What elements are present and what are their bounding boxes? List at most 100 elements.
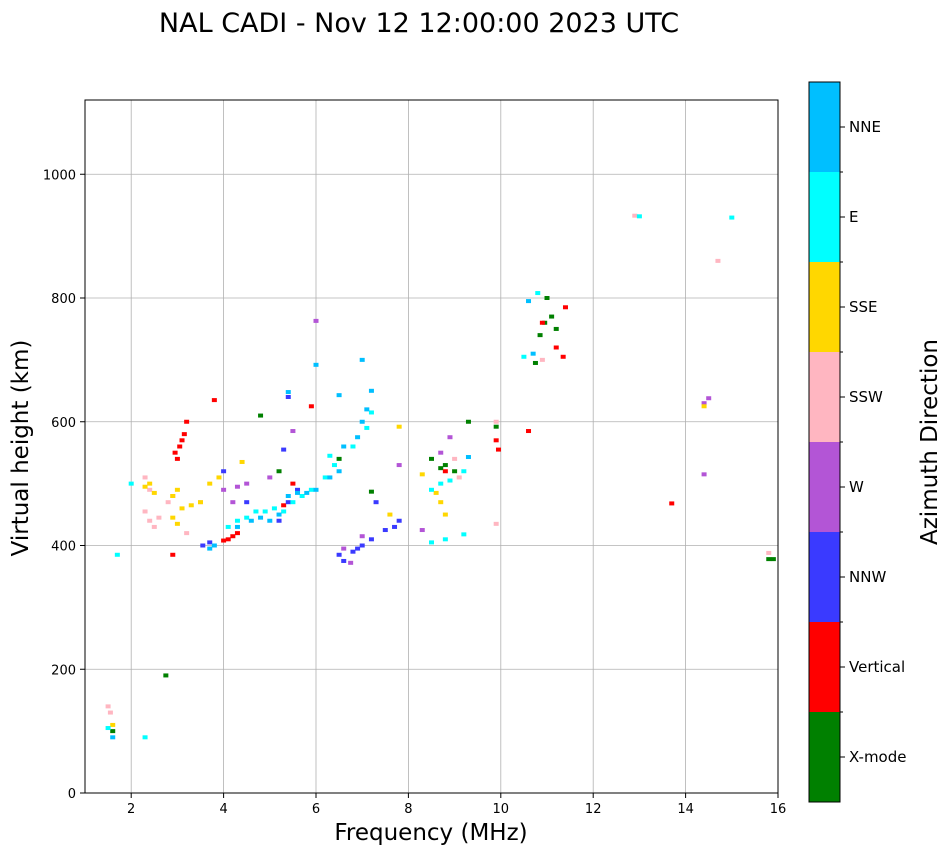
x-tick-label: 16 [770, 802, 787, 817]
x-tick-label: 10 [493, 802, 510, 817]
colorbar: X-mode Vertical NNW W SSW SSE E NNE [808, 81, 906, 803]
data-point-e [442, 537, 448, 542]
data-point-x-mode [452, 469, 458, 474]
data-point-sse [396, 424, 402, 429]
data-point-sse [438, 500, 444, 505]
x-tick-label: 14 [677, 802, 694, 817]
data-point-nne [336, 393, 342, 398]
data-point-x-mode [465, 419, 471, 424]
colorbar-segment-x-mode [809, 712, 840, 802]
data-point-vertical [442, 469, 448, 474]
data-point-nnw [281, 447, 287, 452]
data-point-vertical [560, 354, 566, 359]
data-point-vertical [234, 531, 240, 536]
data-point-e [331, 463, 337, 468]
x-tick-label: 2 [127, 802, 135, 817]
data-point-x-mode [110, 729, 116, 734]
data-point-nnw [396, 518, 402, 523]
data-point-w [313, 318, 319, 323]
data-point-vertical [562, 305, 568, 310]
data-point-nne [359, 357, 365, 362]
colorbar-segment-sse [809, 262, 840, 352]
data-point-vertical [177, 444, 183, 449]
data-point-vertical [230, 534, 236, 539]
data-point-nne [313, 362, 319, 367]
data-point-x-mode [770, 557, 776, 562]
data-point-w [244, 481, 250, 486]
data-point-e [729, 215, 735, 220]
data-point-ssw [715, 258, 721, 263]
data-point-sse [216, 475, 222, 480]
data-point-x-mode [258, 413, 264, 418]
data-point-e [105, 726, 111, 731]
data-point-nnw [359, 543, 365, 548]
data-point-w [234, 484, 240, 489]
colorbar-segment-nne [809, 82, 840, 172]
data-point-nnw [276, 518, 282, 523]
data-point-x-mode [163, 673, 169, 678]
data-point-ssw [105, 704, 111, 709]
data-point-nnw [355, 546, 361, 551]
colorbar-tick-label: SSW [849, 388, 883, 406]
colorbar-tick-label: W [849, 478, 864, 496]
data-point-nnw [350, 549, 356, 554]
data-point-vertical [181, 432, 187, 437]
data-point-nne [295, 490, 301, 495]
data-point-x-mode [766, 557, 772, 562]
data-point-w [419, 528, 425, 533]
y-tick-label: 0 [68, 787, 76, 802]
data-point-w [221, 487, 227, 492]
data-point-vertical [225, 537, 231, 542]
data-point-vertical [526, 429, 532, 434]
data-point-e [253, 509, 259, 514]
x-tick-label: 8 [404, 802, 412, 817]
x-tick-label: 12 [585, 802, 602, 817]
data-point-e [350, 444, 356, 449]
data-point-x-mode [442, 463, 448, 468]
data-point-nne [258, 515, 264, 520]
data-point-w [396, 463, 402, 468]
colorbar-segment-ssw [809, 352, 840, 442]
data-point-w [341, 546, 347, 551]
plot-area: 2 4 6 8 10 12 14 16 0 200 400 600 800 1000 [43, 99, 787, 817]
data-point-nne [336, 469, 342, 474]
data-point-vertical [281, 503, 287, 508]
data-point-e [128, 481, 134, 486]
colorbar-segment-vertical [809, 622, 840, 712]
data-point-ssw [493, 521, 499, 526]
data-point-sse [147, 481, 153, 486]
data-point-vertical [308, 404, 314, 409]
data-point-nnw [392, 524, 398, 529]
data-point-e [244, 515, 250, 520]
data-point-w [701, 472, 707, 477]
data-point-sse [387, 512, 393, 517]
data-point-sse [179, 506, 185, 511]
colorbar-tick-label: X-mode [849, 748, 906, 766]
x-tick-label: 6 [312, 802, 320, 817]
data-point-e [299, 494, 305, 498]
data-point-e [225, 524, 231, 529]
y-tick-label: 200 [51, 663, 76, 678]
data-point-ssw [493, 419, 499, 424]
data-point-ssw [142, 475, 148, 480]
data-point-x-mode [532, 360, 538, 365]
data-point-w [701, 401, 707, 406]
data-point-vertical [170, 552, 176, 557]
colorbar-segment-w [809, 442, 840, 532]
data-point-ssw [165, 500, 171, 505]
data-point-nnw [382, 528, 388, 533]
data-point-vertical [172, 450, 178, 455]
data-point-nnw [244, 500, 250, 505]
data-point-w [267, 475, 273, 480]
colorbar-tick-label: E [849, 208, 858, 226]
data-point-nnw [221, 469, 227, 474]
data-point-nnw [200, 543, 206, 548]
colorbar-segment-e [809, 172, 840, 262]
data-point-e [142, 735, 148, 740]
data-point-ssw [151, 524, 157, 529]
colorbar-label: Azimuth Direction [917, 339, 943, 545]
data-point-w [706, 396, 712, 401]
y-tick-label: 400 [51, 540, 76, 555]
data-point-e [322, 475, 328, 480]
